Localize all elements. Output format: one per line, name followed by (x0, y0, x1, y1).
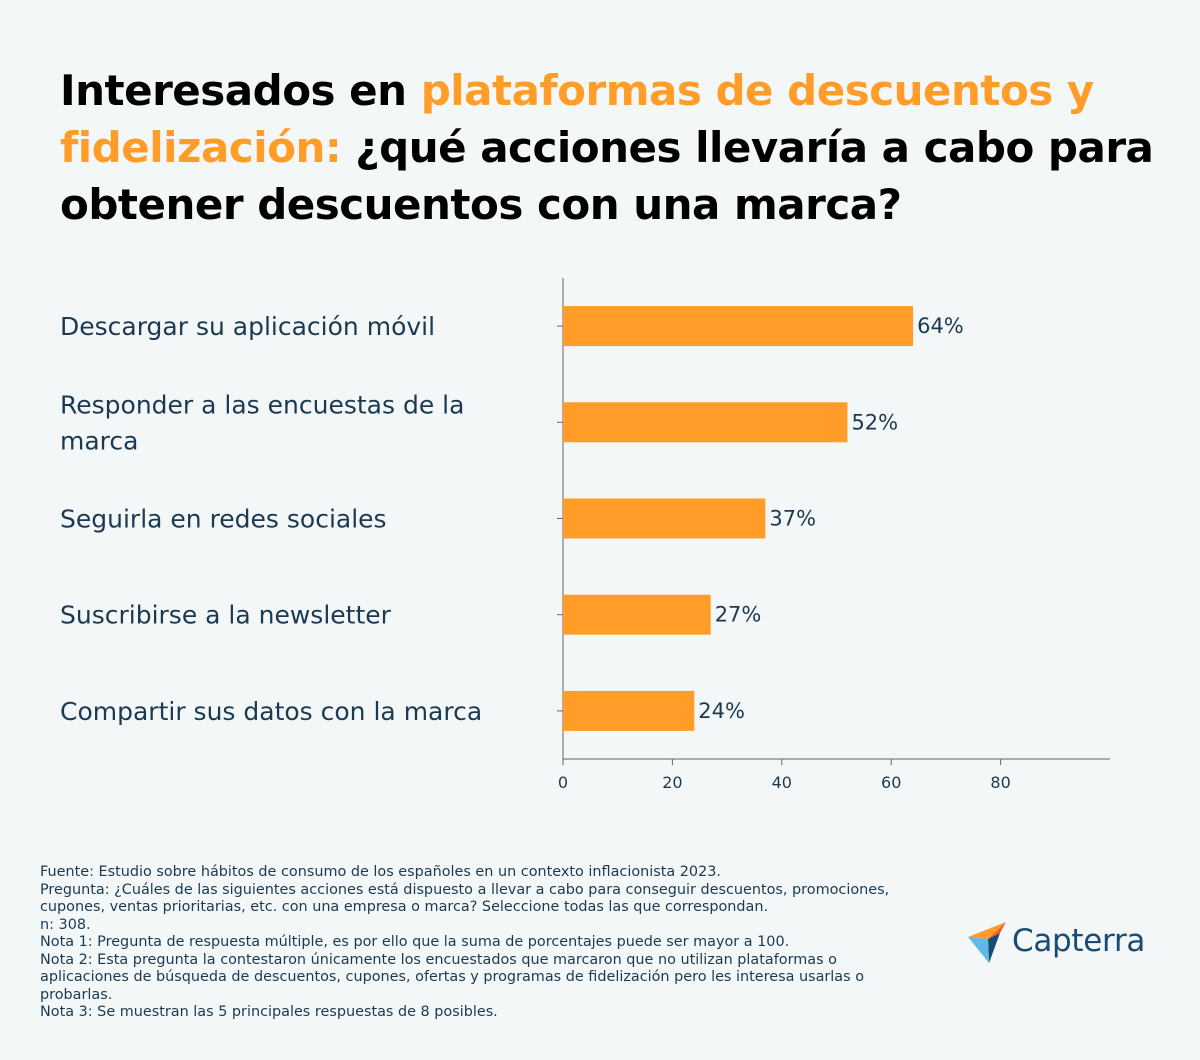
bar-value-label: 24% (698, 699, 745, 723)
title-part2: ¿qué acciones llevaría a cabo para obten… (60, 123, 1154, 229)
bar-value-label: 52% (851, 410, 898, 434)
note-question: Pregunta: ¿Cuáles de las siguientes acci… (40, 881, 890, 916)
category-label: Compartir sus datos con la marca (60, 697, 482, 726)
title-highlight: plataformas de descuentos y fidelización… (60, 66, 1094, 172)
bar (563, 498, 766, 539)
category-label: Seguirla en redes sociales (60, 505, 387, 534)
bar-chart: Descargar su aplicación móvil Responder a… (60, 278, 1110, 792)
note-1: Nota 1: Pregunta de respuesta múltiple, … (40, 934, 790, 950)
note-2: Nota 2: Esta pregunta la contestaron úni… (40, 951, 865, 1003)
x-tick-label: 60 (881, 773, 901, 792)
bar-value-label: 37% (769, 507, 816, 531)
x-tick-label: 80 (990, 773, 1010, 792)
bar (563, 594, 711, 635)
category-label: Responder a las encuestas de la marca (60, 390, 464, 455)
note-sample-size: n: 308. (40, 916, 91, 933)
value-labels: 64% 52% 37% 27% 24% (698, 314, 963, 723)
category-label: Descargar su aplicación móvil (60, 312, 435, 341)
footnotes: Fuente: Estudio sobre hábitos de consumo… (40, 864, 920, 1022)
capterra-logo: Capterra (966, 918, 1145, 964)
category-label: Suscribirse a la newsletter (60, 601, 392, 630)
x-tick-label: 40 (772, 773, 792, 792)
capterra-arrow-icon (968, 922, 1006, 963)
category-labels: Descargar su aplicación móvil Responder a… (60, 312, 482, 726)
chart-title: Interesados en plataformas de descuentos… (60, 62, 1160, 233)
x-tick-label: 20 (662, 773, 682, 792)
x-tick-label: 0 (558, 773, 568, 792)
bar (563, 690, 695, 731)
bar (563, 402, 848, 443)
bars (563, 306, 914, 731)
bar (563, 306, 914, 347)
note-source: Fuente: Estudio sobre hábitos de consumo… (40, 864, 721, 880)
bar-value-label: 64% (917, 314, 964, 338)
x-axis: 0 20 40 60 80 (558, 758, 1110, 792)
bar-value-label: 27% (715, 603, 762, 627)
title-part1: Interesados en (60, 66, 421, 115)
note-3: Nota 3: Se muestran las 5 principales re… (40, 1004, 498, 1020)
y-axis (557, 278, 564, 759)
capterra-logo-text: Capterra (1012, 923, 1146, 959)
